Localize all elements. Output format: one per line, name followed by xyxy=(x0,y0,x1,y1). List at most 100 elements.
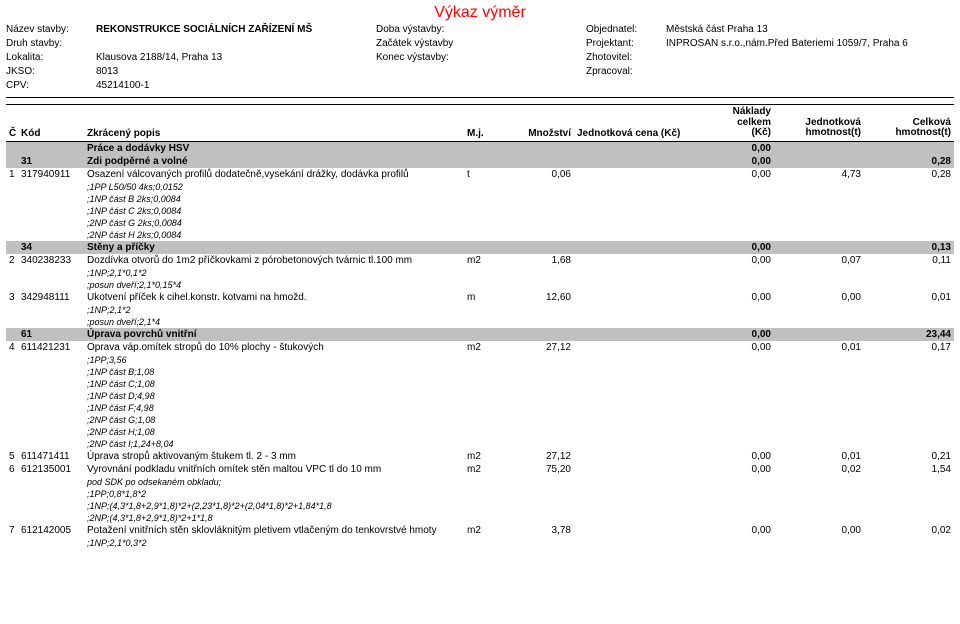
item-qty: 27,12 xyxy=(504,341,574,354)
item-unit-mass: 0,02 xyxy=(774,463,864,476)
note-row: ;1PP;3,56 xyxy=(6,354,954,366)
header-block: Název stavby:REKONSTRUKCE SOCIÁLNÍCH ZAŘ… xyxy=(6,24,954,91)
note-text: ;posun dveří;2,1*4 xyxy=(84,316,464,328)
header-cell: 45214100-1 xyxy=(96,80,376,91)
header-cell: Doba výstavby: xyxy=(376,24,486,35)
item-qty: 1,68 xyxy=(504,254,574,267)
col-desc: Zkrácený popis xyxy=(84,105,464,142)
item-code: 612142005 xyxy=(18,524,84,537)
table-body: Práce a dodávky HSV0,0031Zdi podpěrné a … xyxy=(6,141,954,549)
note-row: ;1NP část C 2ks;0,0084 xyxy=(6,205,954,217)
header-cell: CPV: xyxy=(6,80,96,91)
section-row: 34Stěny a příčky0,000,13 xyxy=(6,241,954,254)
note-row: pod SDK po odsekaném obkladu; xyxy=(6,476,954,488)
item-unit-mass: 4,73 xyxy=(774,168,864,181)
note-text: ;1PP L50/50 4ks;0,0152 xyxy=(84,181,464,193)
note-text: ;1NP část B;1,08 xyxy=(84,366,464,378)
note-row: ;1NP část B 2ks;0,0084 xyxy=(6,193,954,205)
col-qty: Množství xyxy=(504,105,574,142)
note-row: ;posun dveří;2,1*0,15*4 xyxy=(6,279,954,291)
note-text: ;1NP;(4,3*1,8+2,9*1,8)*2+(2,23*1,8)*2+(2… xyxy=(84,500,464,512)
item-code: 612135001 xyxy=(18,463,84,476)
item-qty: 12,60 xyxy=(504,291,574,304)
item-code: 342948111 xyxy=(18,291,84,304)
note-row: ;1NP;2,1*0,1*2 xyxy=(6,267,954,279)
item-desc: Vyrovnání podkladu vnitřních omítek stěn… xyxy=(84,463,464,476)
note-text: ;2NP část I;1,24+8,04 xyxy=(84,438,464,450)
note-text: pod SDK po odsekaném obkladu; xyxy=(84,476,464,488)
item-row: 4611421231Oprava váp.omítek stropů do 10… xyxy=(6,341,954,354)
section-row: 31Zdi podpěrné a volné0,000,28 xyxy=(6,155,954,168)
note-row: ;1NP;(4,3*1,8+2,9*1,8)*2+(2,23*1,8)*2+(2… xyxy=(6,500,954,512)
item-qty: 3,78 xyxy=(504,524,574,537)
header-cell: REKONSTRUKCE SOCIÁLNÍCH ZAŘÍZENÍ MŠ xyxy=(96,24,376,35)
item-unit: m2 xyxy=(464,524,504,537)
item-desc: Oprava váp.omítek stropů do 10% plochy -… xyxy=(84,341,464,354)
note-row: ;1NP část D;4,98 xyxy=(6,390,954,402)
item-total-mass: 0,02 xyxy=(864,524,954,537)
header-cell: Název stavby: xyxy=(6,24,96,35)
item-total: 0,00 xyxy=(694,463,774,476)
item-code: 340238233 xyxy=(18,254,84,267)
item-index: 5 xyxy=(6,450,18,463)
page: Výkaz výměr Název stavby:REKONSTRUKCE SO… xyxy=(0,0,960,559)
item-desc: Úprava stropů aktivovaným štukem tl. 2 -… xyxy=(84,450,464,463)
note-row: ;1PP;0,8*1,8*2 xyxy=(6,488,954,500)
item-code: 611471411 xyxy=(18,450,84,463)
note-text: ;2NP část G;1,08 xyxy=(84,414,464,426)
header-cell: Klausova 2188/14, Praha 13 xyxy=(96,52,376,63)
header-cell: Konec výstavby: xyxy=(376,52,486,63)
note-row: ;1NP;2,1*2 xyxy=(6,304,954,316)
note-row: ;2NP část I;1,24+8,04 xyxy=(6,438,954,450)
item-unit: t xyxy=(464,168,504,181)
item-total-mass: 0,01 xyxy=(864,291,954,304)
item-index: 7 xyxy=(6,524,18,537)
col-total-mass: Celkováhmotnost(t) xyxy=(864,105,954,142)
item-total: 0,00 xyxy=(694,168,774,181)
item-row: 5611471411Úprava stropů aktivovaným štuk… xyxy=(6,450,954,463)
note-row: ;2NP část H 2ks;0,0084 xyxy=(6,229,954,241)
header-cell: Projektant: xyxy=(586,38,666,49)
section-code: 34 xyxy=(18,241,84,254)
section-total: 0,00 xyxy=(694,155,774,168)
item-unit: m2 xyxy=(464,463,504,476)
note-text: ;2NP;(4,3*1,8+2,9*1,8)*2+1*1,8 xyxy=(84,512,464,524)
header-cell: Zpracoval: xyxy=(586,66,666,77)
note-row: ;1NP;2,1*0,3*2 xyxy=(6,537,954,549)
header-cell: Začátek výstavby xyxy=(376,38,486,49)
item-unit-mass: 0,01 xyxy=(774,450,864,463)
item-desc: Potažení vnitřních stěn sklovláknitým pl… xyxy=(84,524,464,537)
section-total: 0,00 xyxy=(694,241,774,254)
item-qty: 75,20 xyxy=(504,463,574,476)
item-row: 6612135001Vyrovnání podkladu vnitřních o… xyxy=(6,463,954,476)
item-qty: 27,12 xyxy=(504,450,574,463)
header-cell: 8013 xyxy=(96,66,376,77)
item-total: 0,00 xyxy=(694,524,774,537)
item-unit: m2 xyxy=(464,254,504,267)
item-unit: m xyxy=(464,291,504,304)
item-total-mass: 0,11 xyxy=(864,254,954,267)
note-text: ;1PP;0,8*1,8*2 xyxy=(84,488,464,500)
item-total: 0,00 xyxy=(694,291,774,304)
note-text: ;1NP;2,1*2 xyxy=(84,304,464,316)
col-index: Č xyxy=(6,105,18,142)
section-mass: 0,13 xyxy=(864,241,954,254)
item-unit: m2 xyxy=(464,450,504,463)
note-text: ;2NP část H;1,08 xyxy=(84,426,464,438)
item-total: 0,00 xyxy=(694,254,774,267)
note-text: ;1NP část C;1,08 xyxy=(84,378,464,390)
note-text: ;1NP část B 2ks;0,0084 xyxy=(84,193,464,205)
item-index: 6 xyxy=(6,463,18,476)
section-total: 0,00 xyxy=(694,141,774,155)
item-index: 3 xyxy=(6,291,18,304)
header-cell: Městská část Praha 13 xyxy=(666,24,954,35)
note-row: ;posun dveří;2,1*4 xyxy=(6,316,954,328)
col-code: Kód xyxy=(18,105,84,142)
separator-top xyxy=(6,97,954,98)
header-cell: Objednatel: xyxy=(586,24,666,35)
note-row: ;2NP;(4,3*1,8+2,9*1,8)*2+1*1,8 xyxy=(6,512,954,524)
item-total: 0,00 xyxy=(694,341,774,354)
note-text: ;posun dveří;2,1*0,15*4 xyxy=(84,279,464,291)
col-unit-mass: Jednotkováhmotnost(t) xyxy=(774,105,864,142)
section-code: 61 xyxy=(18,328,84,341)
